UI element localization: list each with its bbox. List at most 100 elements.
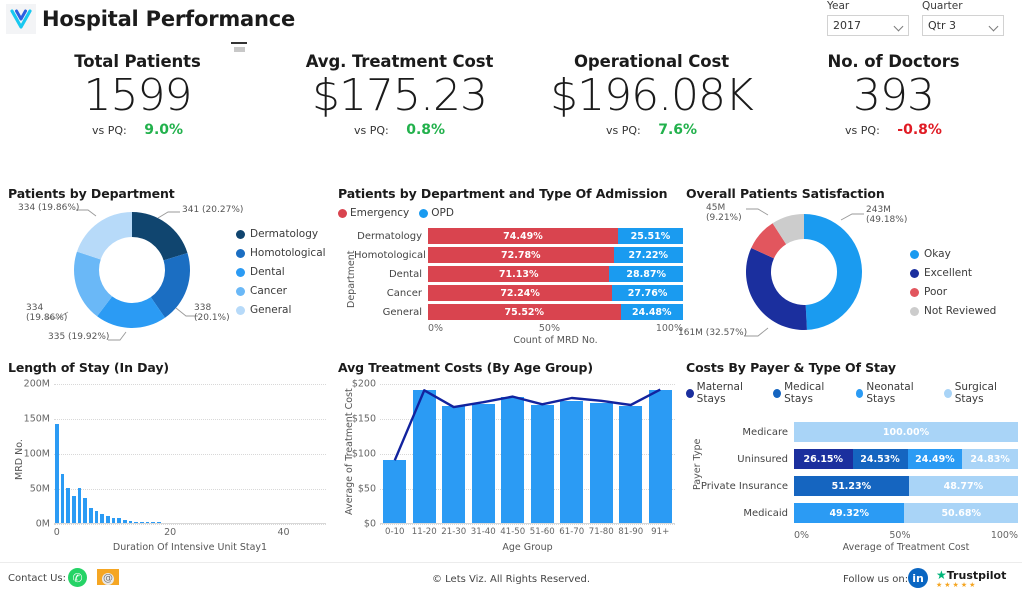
bar[interactable] (89, 507, 93, 524)
legend-item[interactable]: Poor (910, 286, 996, 298)
donut-slice[interactable] (97, 296, 165, 328)
chart-legend[interactable]: Dermatology Homotological Dental Cancer Gene… (236, 228, 326, 323)
bar[interactable] (100, 513, 104, 524)
donut-slice[interactable] (772, 214, 804, 245)
bar[interactable] (383, 460, 407, 524)
donut-chart-patients-by-department[interactable]: 341 (20.27%) 338 (20.1%) 335 (19.92%) 334 (19… (8, 200, 335, 350)
bar-segment[interactable]: 71.13% (428, 266, 610, 282)
legend-item[interactable]: Excellent (910, 267, 996, 279)
donut-slice[interactable] (804, 214, 862, 330)
legend-item[interactable]: Neonatal Stays (855, 381, 934, 405)
kpi-vs-pq-label: vs PQ: (91, 124, 127, 138)
donut-data-label: 341 (20.27%) (182, 205, 244, 215)
category-label: Uninsured (737, 453, 788, 465)
bar[interactable] (530, 405, 554, 524)
bar-segment[interactable]: 27.22% (613, 247, 683, 263)
donut-slice[interactable] (751, 223, 787, 259)
legend-admission-type[interactable]: Emergency OPD (338, 207, 683, 219)
chart-legend[interactable]: Okay Excellent Poor Not Reviewed (910, 248, 996, 324)
bar[interactable] (94, 511, 99, 524)
gridline (54, 384, 326, 385)
legend-color-dot (236, 305, 245, 315)
trend-line[interactable] (393, 388, 661, 461)
bar-segment[interactable]: 24.48% (620, 304, 683, 320)
bar-segment[interactable]: 24.49% (907, 449, 963, 469)
donut-slice[interactable] (74, 251, 113, 317)
bar[interactable] (589, 402, 613, 524)
bar[interactable] (117, 518, 121, 524)
slicer-collapse-handle[interactable] (231, 42, 247, 53)
filter-quarter-select[interactable]: Qtr 3 (922, 15, 1004, 36)
bar-segment[interactable]: 48.77% (908, 476, 1018, 496)
bar[interactable] (106, 515, 110, 524)
bar[interactable] (471, 403, 495, 524)
bar[interactable] (60, 473, 65, 524)
bar-segment[interactable]: 49.32% (794, 503, 905, 523)
legend-item[interactable]: Maternal Stays (686, 381, 763, 405)
filter-quarter[interactable]: Quarter Qtr 3 (922, 0, 1004, 36)
bar[interactable] (412, 390, 436, 524)
legend-item[interactable]: Okay (910, 248, 996, 260)
legend-item[interactable]: Not Reviewed (910, 305, 996, 317)
donut-slice[interactable] (150, 253, 190, 318)
filter-year[interactable]: Year 2017 (827, 0, 909, 36)
bar[interactable] (560, 400, 584, 524)
combo-chart-avg-treatment-costs[interactable]: $0 $50 $100 $150 $200 0-10 11-20 21-30 31-40 41-5… (352, 379, 675, 537)
bar-segment[interactable]: 51.23% (794, 476, 909, 496)
bar-track: 26.15% 24.53% 24.49% 24.83% (794, 449, 1018, 469)
whatsapp-icon[interactable]: ✆ (68, 568, 87, 587)
trustpilot-badge[interactable]: ★Trustpilot ★★★★★ (936, 568, 1014, 589)
bar-segment[interactable]: 26.15% (794, 449, 853, 469)
donut-svg (744, 208, 864, 337)
axis-tick-label: 50% (889, 530, 911, 541)
bar-segment[interactable]: 75.52% (428, 304, 621, 320)
legend-item[interactable]: OPD (419, 207, 454, 219)
legend-item[interactable]: Homotological (236, 247, 326, 259)
bar-track: 72.78% 27.22% (428, 247, 683, 263)
bar[interactable] (55, 423, 59, 524)
bar[interactable] (123, 519, 127, 524)
donut-chart-overall-satisfaction[interactable]: 243M (49.18%) 161M (32.57%) 45M (9.21%) Okay E… (678, 200, 1018, 350)
donut-slice[interactable] (77, 212, 132, 260)
legend-type-of-stay[interactable]: Maternal Stays Medical Stays Neonatal Stay… (686, 381, 1018, 405)
bar[interactable] (140, 521, 144, 524)
bar[interactable] (442, 406, 466, 524)
y-axis-tick-label: 150M (23, 413, 50, 425)
bar[interactable] (72, 496, 76, 524)
donut-slice[interactable] (746, 248, 807, 330)
bar[interactable] (619, 405, 643, 524)
bar[interactable] (111, 517, 116, 524)
bar-segment[interactable]: 24.83% (962, 449, 1018, 469)
legend-item[interactable]: General (236, 304, 326, 316)
bar[interactable] (66, 487, 70, 524)
legend-item[interactable]: Dental (236, 266, 326, 278)
bar[interactable] (77, 487, 82, 524)
axis-tick-label: 0% (428, 323, 444, 334)
bar[interactable] (648, 390, 672, 524)
legend-item[interactable]: Surgical Stays (944, 381, 1018, 405)
bar-segment[interactable]: 25.51% (617, 228, 683, 244)
bar-segment[interactable]: 72.24% (428, 285, 613, 301)
email-icon[interactable]: @ (97, 569, 119, 585)
legend-item[interactable]: Medical Stays (773, 381, 845, 405)
bar[interactable] (134, 521, 138, 524)
legend-item[interactable]: Emergency (338, 207, 409, 219)
legend-item[interactable]: Dermatology (236, 228, 326, 240)
bar-segment[interactable]: 24.53% (852, 449, 908, 469)
bar-segment[interactable]: 74.49% (428, 228, 618, 244)
axis-title-payer-type: Payer Type (692, 438, 703, 490)
linkedin-icon[interactable]: in (908, 568, 928, 588)
bar-segment[interactable]: 100.00% (794, 422, 1018, 442)
y-axis-tick-label: 100M (23, 448, 50, 460)
donut-slice[interactable] (132, 212, 188, 261)
bar-segment[interactable]: 50.68% (904, 503, 1018, 523)
filter-year-select[interactable]: 2017 (827, 15, 909, 36)
bar-segment[interactable]: 72.78% (428, 247, 614, 263)
bar[interactable] (83, 498, 87, 524)
bar-segment[interactable]: 27.76% (612, 285, 683, 301)
bar[interactable] (501, 397, 525, 524)
bar-segment[interactable]: 28.87% (609, 266, 683, 282)
bar[interactable] (128, 521, 133, 524)
histogram-length-of-stay[interactable]: 0M 50M 100M 150M 200M 0 20 40 (24, 379, 326, 538)
legend-item[interactable]: Cancer (236, 285, 326, 297)
